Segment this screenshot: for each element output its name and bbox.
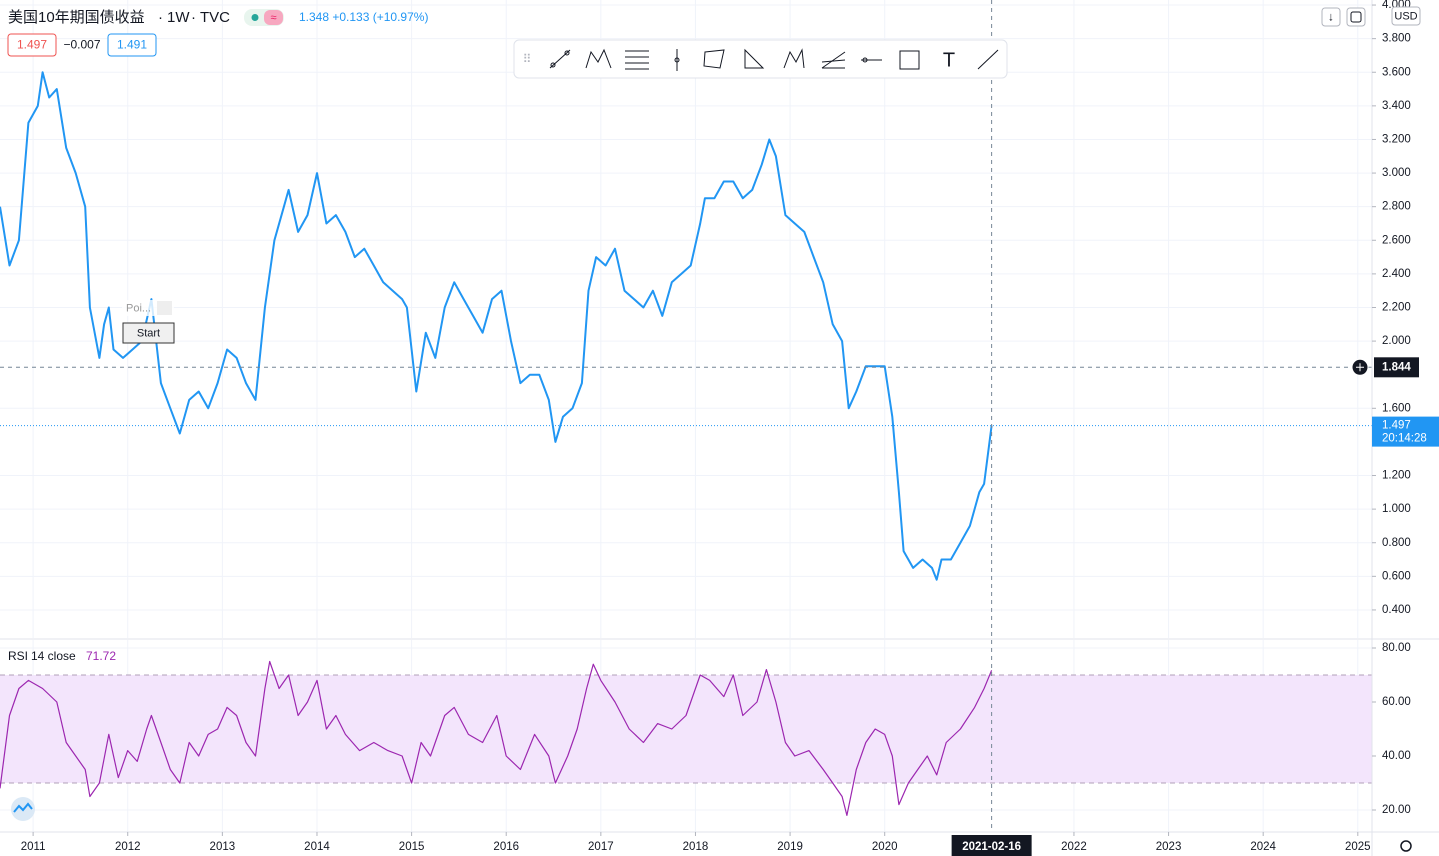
dot: · — [191, 9, 196, 26]
currency-box[interactable] — [1391, 6, 1421, 26]
x-tick-label: 2013 — [210, 841, 236, 853]
buy-button[interactable] — [107, 33, 157, 57]
last-change: 1.348 +0.133 (+10.97%) — [299, 10, 428, 24]
y-tick-label: 3.400 — [1382, 100, 1411, 112]
y-tick-label: 0.800 — [1382, 537, 1411, 549]
x-tick-label: 2023 — [1156, 841, 1182, 853]
status-dot — [251, 14, 259, 21]
sell-button[interactable] — [7, 33, 57, 57]
drawing-toolbar: ⠿ T — [513, 39, 1008, 79]
reset-icon — [1350, 11, 1362, 23]
scroll-button[interactable] — [1321, 7, 1341, 27]
axes: 0.400 0.600 0.800 1.000 1.200 1.600 2.000 2.200… — [8, 0, 1439, 856]
crosshair-x-box — [951, 835, 1032, 856]
rsi-params: 14 close — [31, 649, 76, 663]
triangle-tool[interactable] — [744, 48, 765, 69]
x-tick-label: 2012 — [115, 841, 141, 853]
rectangle-tool[interactable] — [899, 50, 920, 70]
fib-fan-tool[interactable] — [821, 51, 846, 69]
fib-tool[interactable] — [625, 50, 649, 70]
down-arrow: ↓ — [1328, 10, 1334, 24]
countdown-label: 20:14:28 — [1382, 433, 1427, 445]
status-badge — [264, 10, 283, 25]
x-tick-label: 2020 — [872, 841, 898, 853]
y-tick-label: 4.000 — [1382, 0, 1411, 11]
vertical-line-tool[interactable] — [674, 49, 680, 71]
x-tick-label: 2019 — [777, 841, 803, 853]
currency: USD — [1394, 10, 1417, 22]
y-tick-label: 3.200 — [1382, 133, 1411, 145]
text-tool[interactable]: T — [943, 49, 955, 71]
y-tick-label: 2.600 — [1382, 234, 1411, 246]
x-tick-label: 2025 — [1345, 841, 1371, 853]
y-tick-label: 20.00 — [1382, 804, 1411, 816]
y-tick-label: 3.600 — [1382, 66, 1411, 78]
start-label: Start — [137, 327, 160, 339]
x-tick-label: 2017 — [588, 841, 614, 853]
x-tick-label: 2011 — [21, 841, 46, 853]
add-icon — [1356, 363, 1364, 372]
y-tick-label: 0.400 — [1382, 604, 1411, 616]
logo-icon — [13, 802, 33, 813]
x-tick-label: 2016 — [493, 841, 519, 853]
buy-price: 1.491 — [117, 38, 147, 52]
settings-icon[interactable] — [1400, 840, 1412, 852]
sell-price: 1.497 — [17, 38, 47, 52]
y-tick-label: 0.600 — [1382, 570, 1411, 582]
toolbar-bg — [513, 39, 1008, 79]
last-price-box — [1372, 416, 1439, 447]
xabcd-tool[interactable] — [783, 48, 805, 69]
y-tick-label: 2.800 — [1382, 201, 1411, 213]
y-tick-label: 2.400 — [1382, 268, 1411, 280]
trend-line-tool[interactable] — [549, 49, 571, 69]
marks — [0, 0, 1372, 832]
x-tick-label: 2018 — [683, 841, 709, 853]
y-tick-label: 1.000 — [1382, 503, 1411, 515]
start-button[interactable] — [122, 322, 175, 344]
overlay-label: Poi... — [126, 302, 151, 314]
y-tick-label: 3.800 — [1382, 33, 1411, 45]
overlay-close[interactable] — [157, 301, 172, 315]
status-icon: ≈ — [270, 12, 276, 24]
ray-tool[interactable] — [977, 49, 999, 70]
source: TVC — [200, 9, 230, 26]
pattern-tool[interactable] — [585, 48, 612, 69]
x-tick-label: 2015 — [399, 841, 425, 853]
y-tick-label: 2.000 — [1382, 335, 1411, 347]
series-line — [0, 71, 993, 581]
y-tick-label: 1.200 — [1382, 470, 1411, 482]
y-tick-label: 60.00 — [1382, 696, 1411, 708]
spread: −0.007 — [63, 38, 100, 52]
last-price-label: 1.497 — [1382, 420, 1411, 432]
y-tick-label: 3.000 — [1382, 167, 1411, 179]
rsi-band — [0, 674, 1372, 783]
rsi-name: RSI — [8, 649, 28, 663]
dot: · — [158, 9, 163, 26]
interval: 1W — [167, 9, 190, 26]
y-tick-label: 40.00 — [1382, 750, 1411, 762]
x-tick-label: 2014 — [304, 841, 330, 853]
rsi-value: 71.72 — [86, 649, 116, 663]
reset-button[interactable] — [1346, 7, 1366, 27]
y-tick-label: 1.600 — [1382, 402, 1411, 414]
crosshair-y-label: 1.844 — [1382, 361, 1411, 373]
drag-handle[interactable]: ⠿ — [523, 52, 532, 66]
y-tick-label: 2.200 — [1382, 302, 1411, 314]
y-tick-label: 80.00 — [1382, 642, 1411, 654]
x-tick-label: 2022 — [1061, 841, 1087, 853]
polygon-tool[interactable] — [703, 49, 725, 69]
horizontal-ray-tool[interactable] — [861, 57, 882, 63]
crosshair-x-label: 2021-02-16 — [962, 841, 1021, 853]
series-line — [0, 660, 993, 816]
symbol: 美国10年期国债收益 — [8, 9, 145, 26]
x-tick-label: 2024 — [1250, 841, 1276, 853]
crosshair-y-box — [1374, 357, 1419, 378]
